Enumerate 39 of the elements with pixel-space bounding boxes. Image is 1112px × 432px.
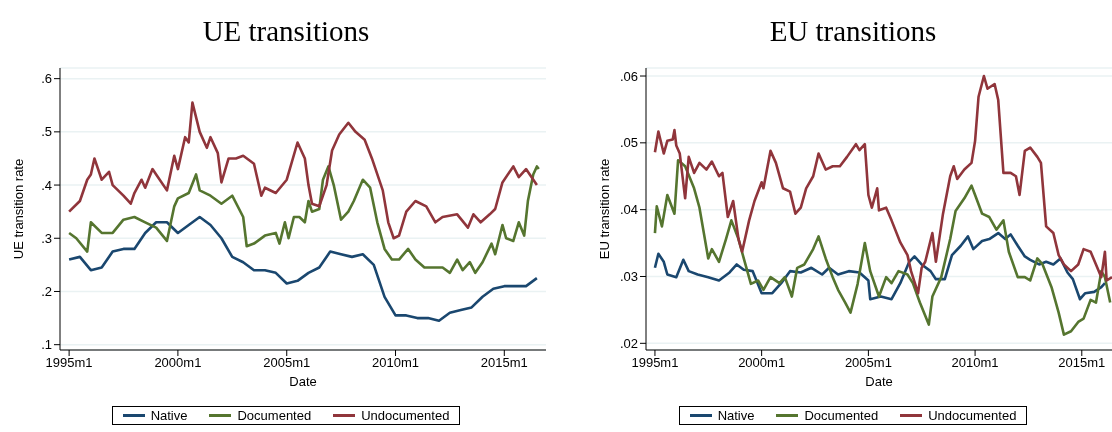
y-tick-label: .03 bbox=[619, 269, 638, 285]
x-axis-title: Date bbox=[865, 374, 893, 389]
y-tick-label: .02 bbox=[619, 335, 638, 351]
x-tick-label: 2005m1 bbox=[263, 355, 311, 371]
line-series bbox=[653, 231, 1107, 301]
y-tick-label: .3 bbox=[41, 230, 52, 246]
x-tick-label: 2010m1 bbox=[951, 355, 999, 371]
line-series bbox=[67, 165, 541, 275]
line-series bbox=[67, 101, 539, 240]
x-tick-label: 1995m1 bbox=[631, 355, 679, 371]
x-tick-label: 2000m1 bbox=[154, 355, 202, 371]
y-tick-label: .06 bbox=[619, 68, 638, 84]
y-axis-title: UE transition rate bbox=[10, 158, 26, 260]
legend-label: Undocumented bbox=[361, 408, 450, 423]
y-tick-label: .4 bbox=[41, 177, 52, 193]
y-tick-label: .2 bbox=[41, 284, 52, 300]
x-tick-label: 2015m1 bbox=[1058, 355, 1106, 371]
line-series bbox=[653, 74, 1112, 295]
y-axis-title: EU transition rate bbox=[596, 158, 612, 260]
line-series bbox=[67, 215, 539, 323]
x-tick-label: 2005m1 bbox=[844, 355, 892, 371]
x-axis-title: Date bbox=[289, 374, 317, 389]
legend-label: Native bbox=[150, 408, 188, 423]
y-tick-label: .05 bbox=[619, 135, 638, 151]
y-tick-label: .6 bbox=[41, 71, 52, 87]
x-tick-label: 2015m1 bbox=[480, 355, 528, 371]
legend-label: Undocumented bbox=[928, 408, 1017, 423]
y-tick-label: .5 bbox=[41, 124, 52, 140]
y-tick-label: .04 bbox=[619, 202, 638, 218]
legend-label: Documented bbox=[237, 408, 312, 423]
x-tick-label: 2000m1 bbox=[738, 355, 786, 371]
y-tick-label: .1 bbox=[41, 337, 52, 353]
legend-label: Documented bbox=[804, 408, 879, 423]
line-series bbox=[653, 158, 1112, 336]
chart-title: EU transitions bbox=[768, 14, 938, 49]
x-tick-label: 2010m1 bbox=[372, 355, 420, 371]
legend-label: Native bbox=[717, 408, 755, 423]
x-tick-label: 1995m1 bbox=[45, 355, 93, 371]
chart-title: UE transitions bbox=[201, 14, 371, 49]
